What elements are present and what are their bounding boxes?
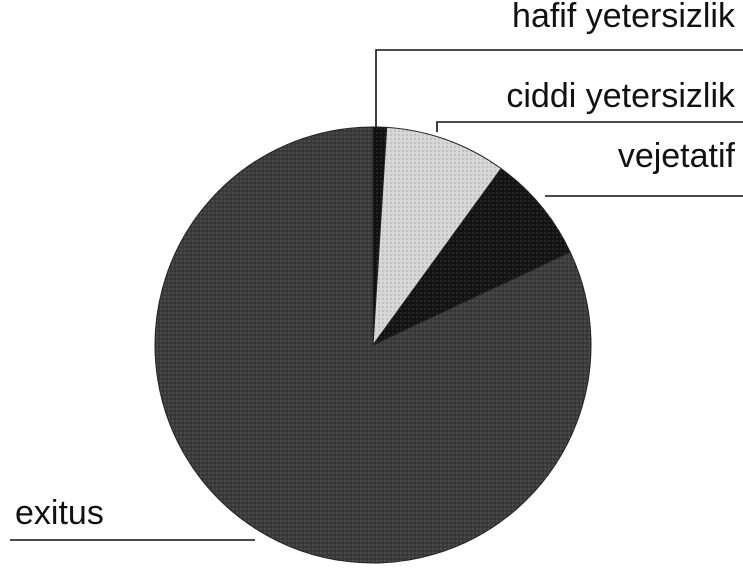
labels: hafif yetersizlik ciddi yetersizlik vejeta… <box>10 0 743 541</box>
slice-texture <box>154 127 592 563</box>
slice-label: hafif yetersizlik <box>512 0 736 35</box>
pie <box>154 126 592 564</box>
slice-label: exitus <box>15 494 104 532</box>
slice-texture <box>373 168 571 345</box>
slice-label: ciddi yetersizlik <box>506 77 736 115</box>
leader-line <box>375 49 743 128</box>
leader-line <box>436 121 743 132</box>
slice-texture <box>373 127 502 345</box>
slice-label: vejetatif <box>618 137 736 175</box>
